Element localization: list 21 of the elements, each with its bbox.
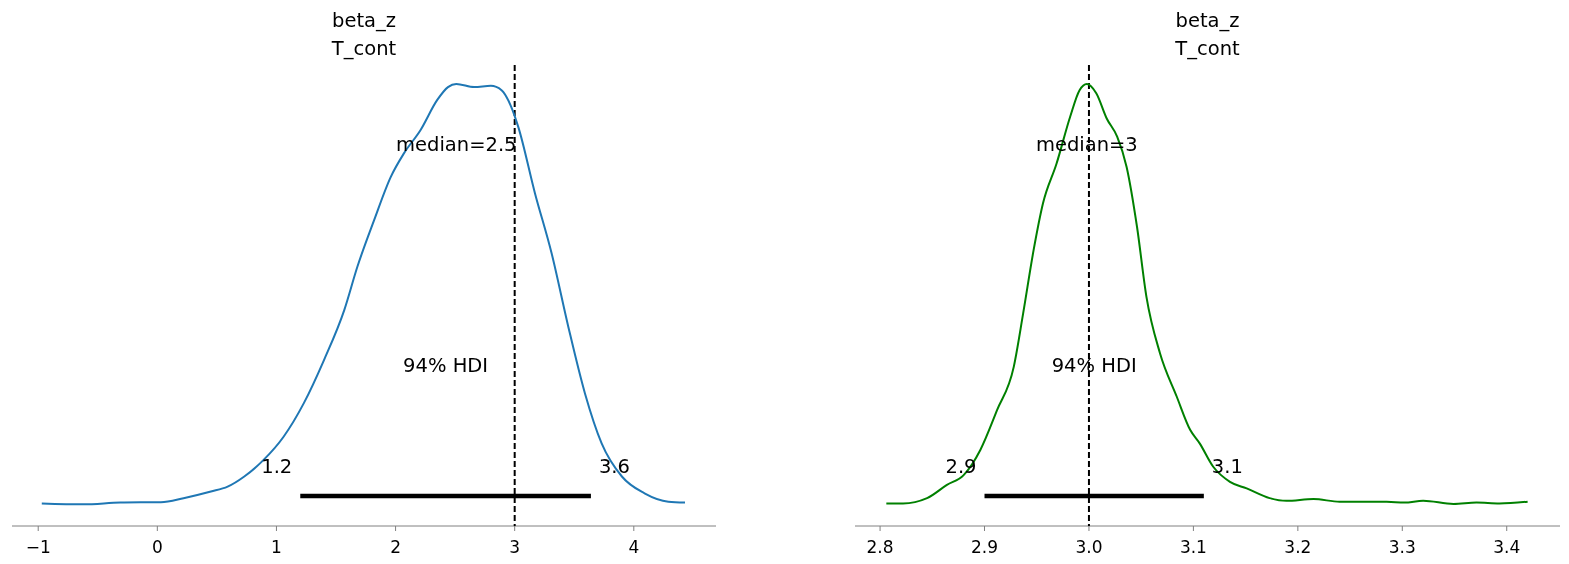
x-tick-label: 2.8 [866, 537, 894, 557]
annotation: 94% HDI [403, 354, 489, 377]
chart-subtitle: T_cont [1174, 37, 1241, 60]
x-tick-label: 2 [390, 537, 401, 557]
chart-title: beta_z [332, 9, 396, 32]
annotation: 1.2 [261, 455, 293, 478]
annotation: 94% HDI [1051, 354, 1137, 377]
x-tick-label: 1 [271, 537, 282, 557]
x-tick-label: 0 [151, 537, 163, 557]
x-tick-label: 3.2 [1284, 537, 1312, 557]
x-tick-label: 2.9 [970, 537, 999, 557]
annotation: 3.1 [1211, 455, 1243, 478]
x-tick-label: 3.1 [1179, 537, 1207, 557]
x-tick-label: 3.3 [1388, 537, 1416, 557]
x-tick-label: 4 [628, 537, 640, 557]
x-tick-label: 3.0 [1075, 537, 1103, 557]
chart-title: beta_z [1175, 9, 1240, 32]
x-tick-label: −1 [25, 537, 51, 557]
chart-subtitle: T_cont [330, 37, 397, 60]
x-tick-label: 3 [509, 537, 521, 557]
x-tick-label: 3.4 [1493, 537, 1521, 557]
